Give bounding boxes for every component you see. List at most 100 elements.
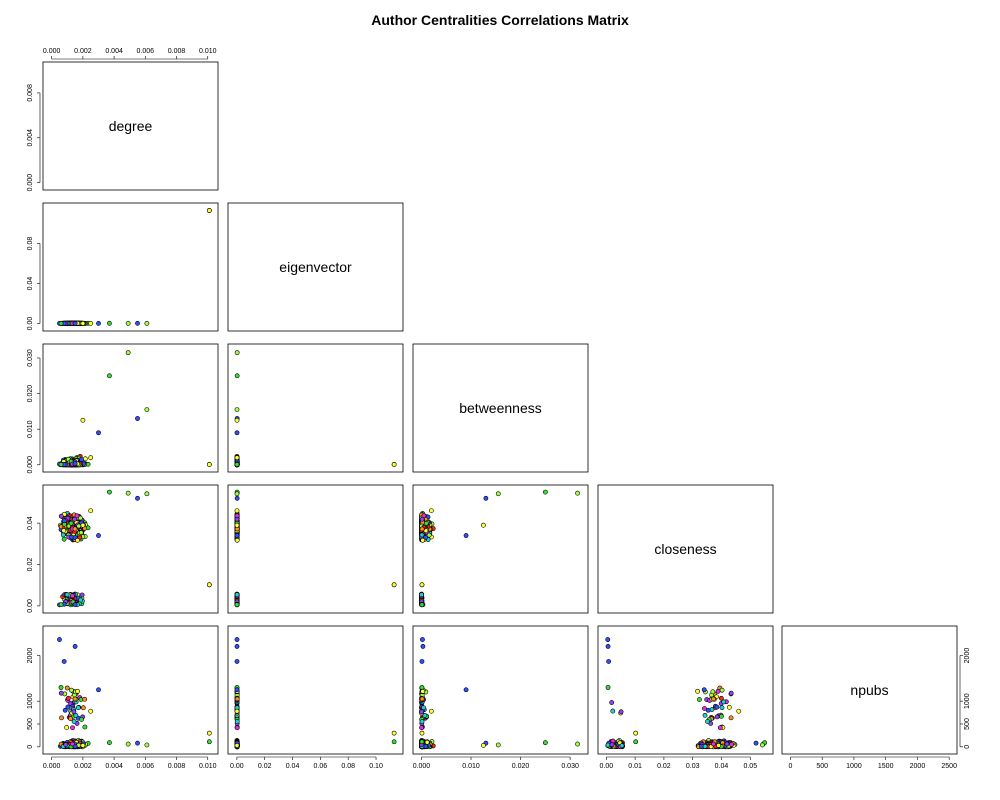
data-point	[575, 490, 580, 496]
x-tick-label-degree: 0.002	[74, 763, 92, 770]
data-point	[65, 695, 71, 701]
data-point	[234, 602, 240, 608]
data-point	[80, 705, 86, 711]
x-tick-label-degree: 0.008	[168, 763, 186, 770]
y-tick-label-eigenvector: 0.00	[27, 317, 34, 331]
data-point	[542, 489, 548, 495]
diag-label-eigenvector: eigenvector	[279, 259, 352, 275]
x-tick-label-eigenvector: 0.10	[369, 763, 383, 770]
chart-title: Author Centralities Correlations Matrix	[371, 12, 629, 28]
x-tick-label-eigenvector: 0.04	[286, 763, 300, 770]
x-tick-label-npubs: 2000	[910, 763, 926, 770]
data-point	[58, 462, 64, 467]
x-tick-label-degree: 0.010	[199, 763, 217, 770]
x-tick-label-closeness: 0.02	[657, 763, 671, 770]
data-point	[419, 526, 425, 532]
data-point	[58, 685, 64, 690]
data-point	[96, 687, 101, 693]
data-point	[61, 659, 67, 664]
data-point	[72, 461, 78, 467]
data-point	[420, 537, 426, 543]
data-point	[59, 715, 64, 721]
x-tick-label-betweenness: 0.020	[512, 763, 530, 770]
data-point	[234, 537, 240, 543]
data-point	[419, 516, 425, 522]
panel-npubs-vs-closeness	[597, 625, 774, 755]
data-point	[58, 320, 64, 326]
data-point	[76, 523, 82, 529]
data-point	[79, 457, 84, 463]
data-point	[234, 516, 240, 522]
top-tick-label-degree: 0.000	[43, 48, 61, 55]
diag-label-npubs: npubs	[850, 682, 888, 698]
data-point	[419, 592, 424, 598]
data-point	[391, 582, 397, 588]
data-point	[107, 373, 112, 379]
data-point	[82, 696, 88, 702]
data-point	[144, 320, 150, 326]
y-tick-label-betweenness: 0.030	[27, 349, 34, 367]
data-point	[68, 716, 73, 722]
panel-npubs-vs-eigenvector	[227, 625, 404, 755]
data-point	[234, 462, 240, 467]
data-point	[234, 522, 240, 528]
data-point	[88, 708, 94, 714]
x-tick-label-npubs: 1000	[846, 763, 862, 770]
data-point	[135, 495, 140, 501]
panel-npubs-vs-degree	[42, 625, 219, 755]
data-point	[80, 417, 86, 423]
panel-betweenness-vs-betweenness	[412, 343, 589, 473]
data-point	[96, 533, 101, 538]
data-point	[63, 742, 69, 747]
data-point	[125, 320, 131, 326]
top-tick-label-degree: 0.004	[105, 48, 123, 55]
x-tick-label-closeness: 0.03	[686, 763, 700, 770]
data-point	[495, 491, 501, 497]
data-point	[71, 709, 77, 715]
data-point	[75, 705, 81, 711]
data-point	[72, 526, 78, 532]
data-point	[72, 644, 78, 649]
data-point	[96, 430, 101, 436]
data-point	[88, 508, 94, 514]
data-point	[125, 741, 131, 747]
x-tick-label-npubs: 500	[816, 763, 828, 770]
right-y-tick-label-npubs: 500	[964, 718, 971, 730]
y-tick-label-degree: 0.008	[27, 84, 34, 102]
data-point	[234, 491, 240, 497]
data-point	[71, 719, 77, 724]
data-point	[69, 741, 75, 747]
panel-closeness-vs-betweenness	[412, 484, 589, 614]
data-point	[234, 508, 240, 514]
x-tick-label-eigenvector: 0.02	[258, 763, 272, 770]
data-point	[107, 320, 112, 326]
data-point	[234, 407, 240, 413]
top-tick-label-degree: 0.006	[137, 48, 155, 55]
data-point	[144, 491, 150, 497]
data-point	[64, 592, 70, 598]
x-tick-label-degree: 0.004	[105, 763, 123, 770]
panel-npubs-vs-npubs	[781, 625, 958, 755]
data-point	[72, 320, 78, 326]
data-point	[234, 417, 240, 423]
right-y-tick-label-npubs: 1000	[964, 693, 971, 709]
data-point	[80, 522, 86, 528]
data-point	[234, 350, 240, 356]
data-point	[58, 602, 64, 608]
data-point	[64, 725, 70, 730]
data-point	[72, 516, 78, 522]
data-point	[234, 455, 240, 461]
data-point	[135, 740, 140, 746]
right-y-tick-label-npubs: 2000	[964, 648, 971, 664]
y-tick-label-npubs: 500	[27, 718, 34, 730]
x-tick-label-betweenness: 0.010	[462, 763, 480, 770]
panel-eigenvector-vs-eigenvector	[227, 202, 404, 332]
y-tick-label-closeness: 0.02	[27, 558, 34, 572]
data-point	[206, 730, 212, 736]
data-point	[206, 582, 212, 588]
data-point	[107, 740, 112, 746]
x-tick-label-eigenvector: 0.00	[230, 763, 244, 770]
x-tick-label-closeness: 0.01	[628, 763, 642, 770]
data-point	[58, 513, 64, 519]
